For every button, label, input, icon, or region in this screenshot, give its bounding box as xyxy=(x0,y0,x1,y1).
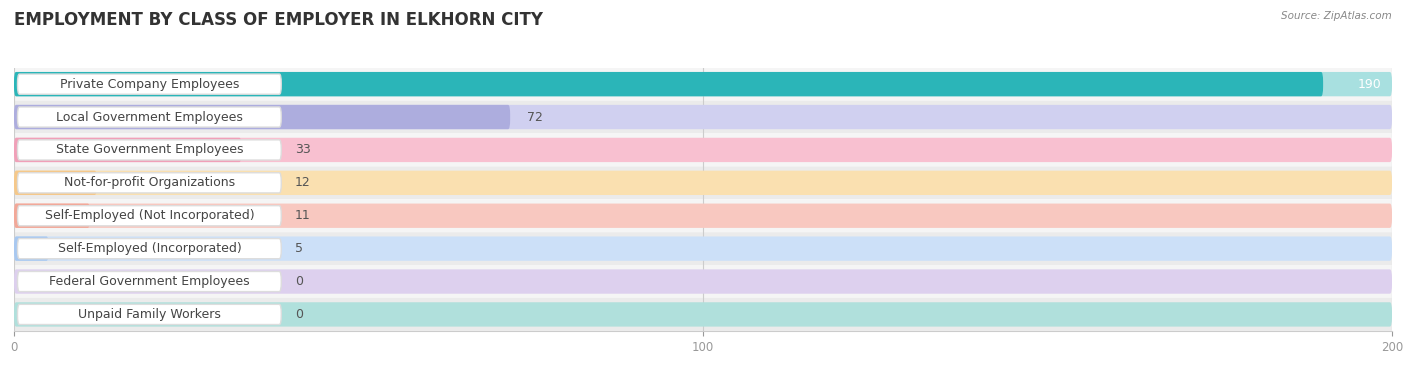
Text: 0: 0 xyxy=(295,275,304,288)
FancyBboxPatch shape xyxy=(14,302,1392,327)
FancyBboxPatch shape xyxy=(17,238,281,259)
FancyBboxPatch shape xyxy=(14,133,1392,167)
Text: EMPLOYMENT BY CLASS OF EMPLOYER IN ELKHORN CITY: EMPLOYMENT BY CLASS OF EMPLOYER IN ELKHO… xyxy=(14,11,543,29)
FancyBboxPatch shape xyxy=(14,298,1392,331)
Text: 5: 5 xyxy=(295,242,304,255)
FancyBboxPatch shape xyxy=(14,203,90,228)
Text: 33: 33 xyxy=(295,143,311,156)
FancyBboxPatch shape xyxy=(14,138,242,162)
FancyBboxPatch shape xyxy=(17,173,281,193)
Text: 190: 190 xyxy=(1358,77,1382,91)
Text: Source: ZipAtlas.com: Source: ZipAtlas.com xyxy=(1281,11,1392,21)
FancyBboxPatch shape xyxy=(14,105,510,129)
FancyBboxPatch shape xyxy=(14,237,1392,261)
FancyBboxPatch shape xyxy=(17,206,281,226)
Text: Private Company Employees: Private Company Employees xyxy=(59,77,239,91)
FancyBboxPatch shape xyxy=(17,304,281,324)
FancyBboxPatch shape xyxy=(17,107,281,127)
FancyBboxPatch shape xyxy=(14,171,1392,195)
Text: 72: 72 xyxy=(527,111,543,124)
Text: Unpaid Family Workers: Unpaid Family Workers xyxy=(77,308,221,321)
Text: Self-Employed (Not Incorporated): Self-Employed (Not Incorporated) xyxy=(45,209,254,222)
Text: State Government Employees: State Government Employees xyxy=(56,143,243,156)
FancyBboxPatch shape xyxy=(14,232,1392,265)
FancyBboxPatch shape xyxy=(14,68,1392,101)
FancyBboxPatch shape xyxy=(17,271,281,292)
FancyBboxPatch shape xyxy=(17,140,281,160)
FancyBboxPatch shape xyxy=(14,269,1392,294)
FancyBboxPatch shape xyxy=(14,199,1392,232)
FancyBboxPatch shape xyxy=(14,237,49,261)
FancyBboxPatch shape xyxy=(14,101,1392,133)
FancyBboxPatch shape xyxy=(14,105,1392,129)
Text: Federal Government Employees: Federal Government Employees xyxy=(49,275,250,288)
FancyBboxPatch shape xyxy=(14,72,1323,96)
FancyBboxPatch shape xyxy=(14,203,1392,228)
FancyBboxPatch shape xyxy=(14,72,1392,96)
FancyBboxPatch shape xyxy=(14,138,1392,162)
FancyBboxPatch shape xyxy=(14,265,1392,298)
Text: 0: 0 xyxy=(295,308,304,321)
Text: Self-Employed (Incorporated): Self-Employed (Incorporated) xyxy=(58,242,242,255)
Text: 11: 11 xyxy=(295,209,311,222)
Text: Not-for-profit Organizations: Not-for-profit Organizations xyxy=(63,176,235,190)
FancyBboxPatch shape xyxy=(14,167,1392,199)
Text: Local Government Employees: Local Government Employees xyxy=(56,111,243,124)
Text: 12: 12 xyxy=(295,176,311,190)
FancyBboxPatch shape xyxy=(14,171,97,195)
FancyBboxPatch shape xyxy=(17,74,281,94)
